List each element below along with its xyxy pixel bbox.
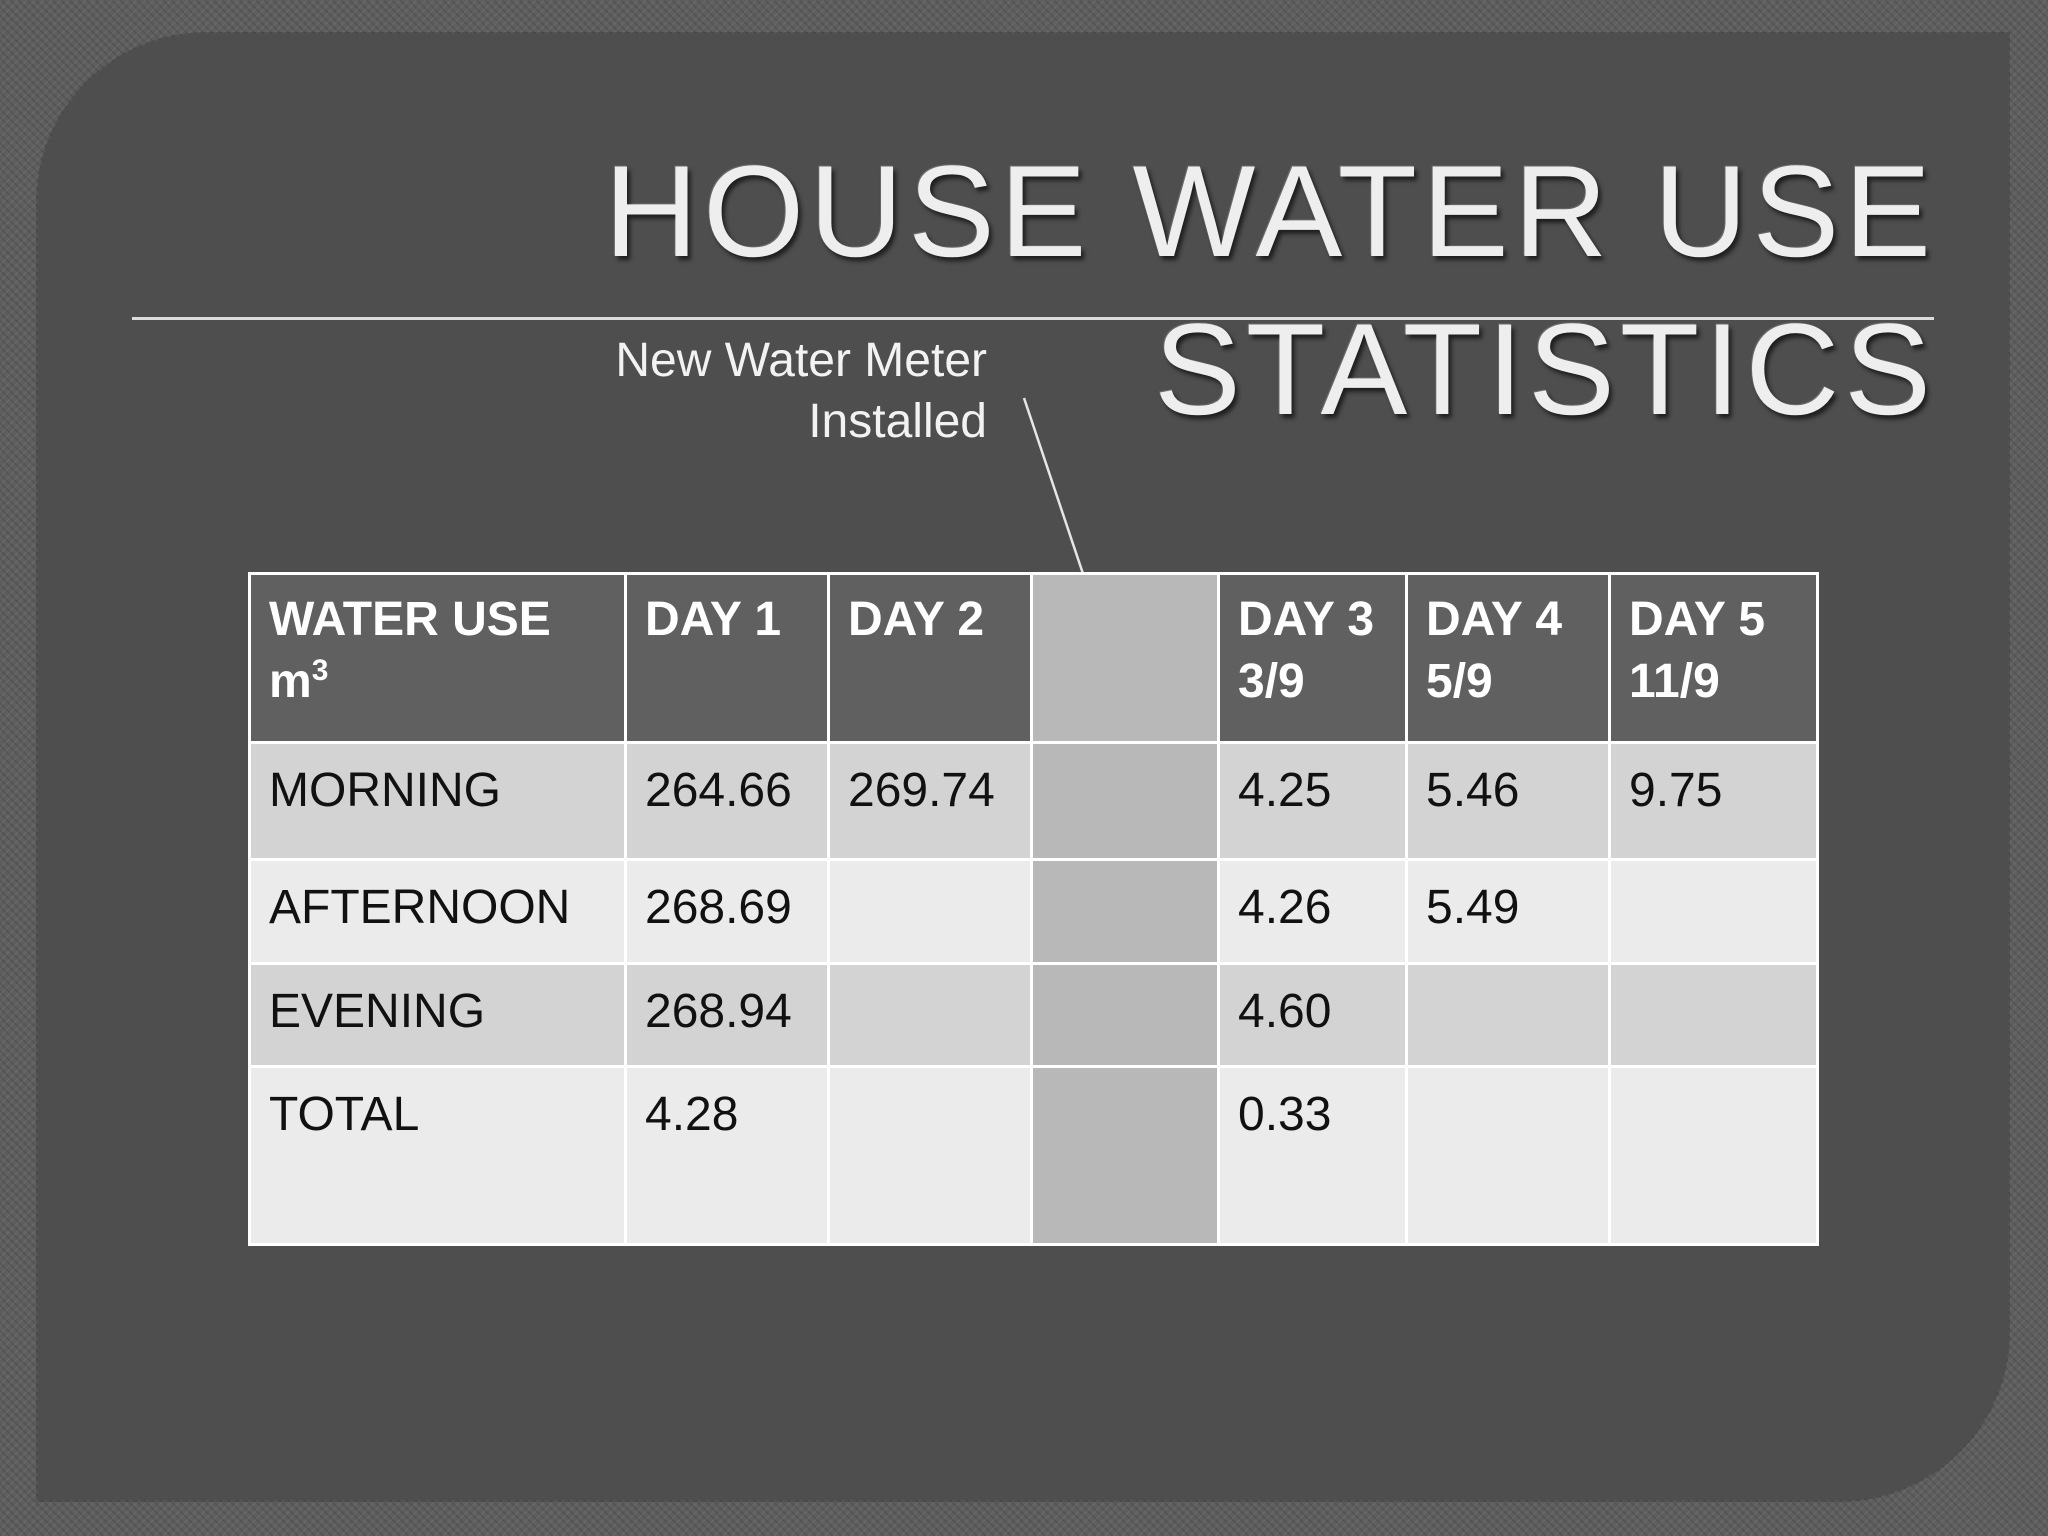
cell-day-3: 0.33 — [1217, 1065, 1408, 1246]
cell-day-5 — [1608, 961, 1819, 1069]
cell-day-4 — [1405, 1065, 1611, 1246]
header-water-use: WATER USE m3 — [248, 572, 627, 744]
cell-day-1: 268.94 — [624, 961, 830, 1069]
cell-day-2 — [827, 858, 1033, 965]
table-header-row: WATER USE m3 DAY 1 DAY 2 DAY 3 3/9 DAY 4… — [248, 572, 1819, 744]
cell-day-4: 5.46 — [1405, 740, 1611, 862]
table-row: MORNING 264.66 269.74 4.25 5.46 9.75 — [248, 740, 1819, 862]
cell-day-3: 4.26 — [1217, 858, 1408, 965]
header-day-4: DAY 4 5/9 — [1405, 572, 1611, 744]
callout-line-1: New Water Meter — [615, 334, 987, 387]
cell-day-2: 269.74 — [827, 740, 1033, 862]
row-label: MORNING — [248, 740, 627, 862]
cell-day-3: 4.25 — [1217, 740, 1408, 862]
cell-day-1: 4.28 — [624, 1065, 830, 1246]
callout-line-2: Installed — [808, 395, 987, 448]
title-line-2: STATISTICS — [1154, 296, 1936, 442]
cell-day-5 — [1608, 1065, 1819, 1246]
cell-meter-gap — [1030, 858, 1220, 965]
cell-meter-gap — [1030, 740, 1220, 862]
table-row: TOTAL 4.28 0.33 — [248, 1065, 1819, 1246]
row-label: TOTAL — [248, 1065, 627, 1246]
meter-callout: New Water Meter Installed — [387, 330, 987, 452]
header-day-5: DAY 5 11/9 — [1608, 572, 1819, 744]
cell-day-2 — [827, 1065, 1033, 1246]
water-use-table: WATER USE m3 DAY 1 DAY 2 DAY 3 3/9 DAY 4… — [248, 572, 1819, 1246]
row-label: AFTERNOON — [248, 858, 627, 965]
cell-day-5 — [1608, 858, 1819, 965]
cell-day-4 — [1405, 961, 1611, 1069]
cell-day-4: 5.49 — [1405, 858, 1611, 965]
cell-meter-gap — [1030, 961, 1220, 1069]
cell-meter-gap — [1030, 1065, 1220, 1246]
cell-day-1: 268.69 — [624, 858, 830, 965]
title-line-1: HOUSE WATER USE — [604, 138, 1936, 284]
header-day-1: DAY 1 — [624, 572, 830, 744]
header-day-2: DAY 2 — [827, 572, 1033, 744]
cell-day-1: 264.66 — [624, 740, 830, 862]
row-label: EVENING — [248, 961, 627, 1069]
cell-day-3: 4.60 — [1217, 961, 1408, 1069]
header-day-3: DAY 3 3/9 — [1217, 572, 1408, 744]
table-row: AFTERNOON 268.69 4.26 5.49 — [248, 858, 1819, 965]
table-row: EVENING 268.94 4.60 — [248, 961, 1819, 1069]
title-divider — [132, 317, 1934, 320]
slide-title: HOUSE WATER USE STATISTICS — [436, 132, 1936, 448]
cell-day-2 — [827, 961, 1033, 1069]
header-meter-gap — [1030, 572, 1220, 744]
cell-day-5: 9.75 — [1608, 740, 1819, 862]
